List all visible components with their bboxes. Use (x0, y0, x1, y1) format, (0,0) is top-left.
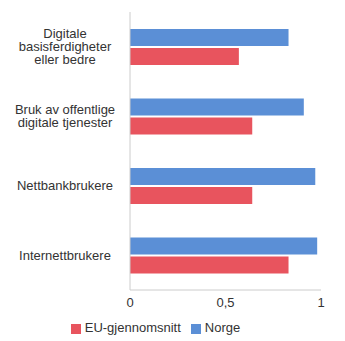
html-text:EU-gjennomsnitt: EU-gjennomsnitt (84, 320, 181, 335)
svg-text:Bruk av offentligedigitale tje: Bruk av offentligedigitale tjenester (15, 102, 115, 130)
svg-text:0,5: 0,5 (216, 295, 234, 310)
html-text:Norge: Norge (204, 320, 241, 335)
svg-text:Internettbrukere: Internettbrukere (19, 248, 111, 263)
svg-text:1: 1 (317, 295, 324, 310)
svg-text:Digitalebasisferdighetereller: Digitalebasisferdighetereller bedre (19, 26, 112, 67)
svg-text:0: 0 (126, 295, 133, 310)
svg-text:Nettbankbrukere: Nettbankbrukere (17, 178, 113, 193)
